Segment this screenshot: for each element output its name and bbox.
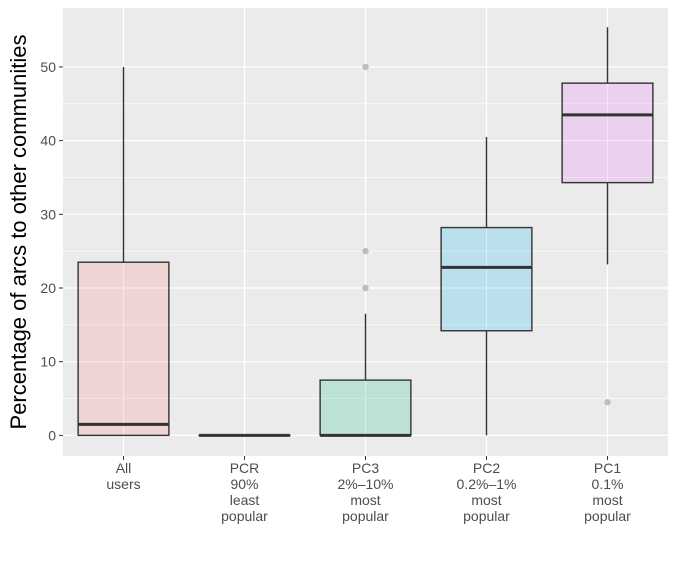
x-tick-label: PC3 2%–10% most popular bbox=[337, 460, 393, 524]
box bbox=[319, 379, 412, 437]
boxes bbox=[77, 27, 654, 437]
x-tick-label-line: popular bbox=[221, 508, 268, 524]
x-tick-label: PC2 0.2%–1% most popular bbox=[457, 460, 517, 524]
y-axis-title: Percentage of arcs to other communities bbox=[6, 35, 31, 430]
box-group bbox=[319, 63, 412, 437]
y-tick-label: 30 bbox=[40, 206, 56, 222]
x-tick-label-line: popular bbox=[463, 508, 510, 524]
x-tick-label-line: popular bbox=[342, 508, 389, 524]
y-tick-label: 40 bbox=[40, 133, 56, 149]
x-tick-label: PCR 90% least popular bbox=[221, 460, 268, 524]
x-tick-label-line: PC2 bbox=[473, 460, 500, 476]
outlier-point bbox=[362, 247, 369, 255]
y-tick-label: 0 bbox=[48, 427, 56, 443]
x-tick-label: PC1 0.1% most popular bbox=[584, 460, 631, 524]
outlier-point bbox=[362, 63, 369, 71]
y-axis: 0 10 20 30 40 50 bbox=[40, 59, 63, 443]
x-tick-label-line: PC3 bbox=[352, 460, 379, 476]
x-tick-label-line: popular bbox=[584, 508, 631, 524]
x-tick-label-line: 90% bbox=[230, 476, 258, 492]
x-tick-label-line: All bbox=[116, 460, 132, 476]
box-group bbox=[77, 66, 170, 437]
x-tick-label-line: PC1 bbox=[594, 460, 621, 476]
y-tick-label: 50 bbox=[40, 59, 56, 75]
box-group bbox=[440, 136, 533, 436]
x-tick-label-line: most bbox=[592, 492, 622, 508]
box bbox=[561, 82, 654, 184]
x-tick-label-line: most bbox=[471, 492, 501, 508]
x-tick-label-line: 0.1% bbox=[592, 476, 624, 492]
box bbox=[440, 226, 533, 332]
y-tick-label: 10 bbox=[40, 354, 56, 370]
box bbox=[77, 261, 170, 437]
x-tick-label-line: 0.2%–1% bbox=[457, 476, 517, 492]
x-tick-label-line: most bbox=[350, 492, 380, 508]
x-tick-label-line: 2%–10% bbox=[337, 476, 393, 492]
x-tick-label: All users bbox=[106, 460, 140, 492]
outlier-point bbox=[362, 284, 369, 292]
x-tick-label-line: PCR bbox=[230, 460, 260, 476]
x-tick-label-line: least bbox=[230, 492, 260, 508]
box-group bbox=[561, 27, 654, 406]
outlier-point bbox=[604, 399, 611, 406]
y-tick-label: 20 bbox=[40, 280, 56, 296]
x-tick-label-line: users bbox=[106, 476, 140, 492]
